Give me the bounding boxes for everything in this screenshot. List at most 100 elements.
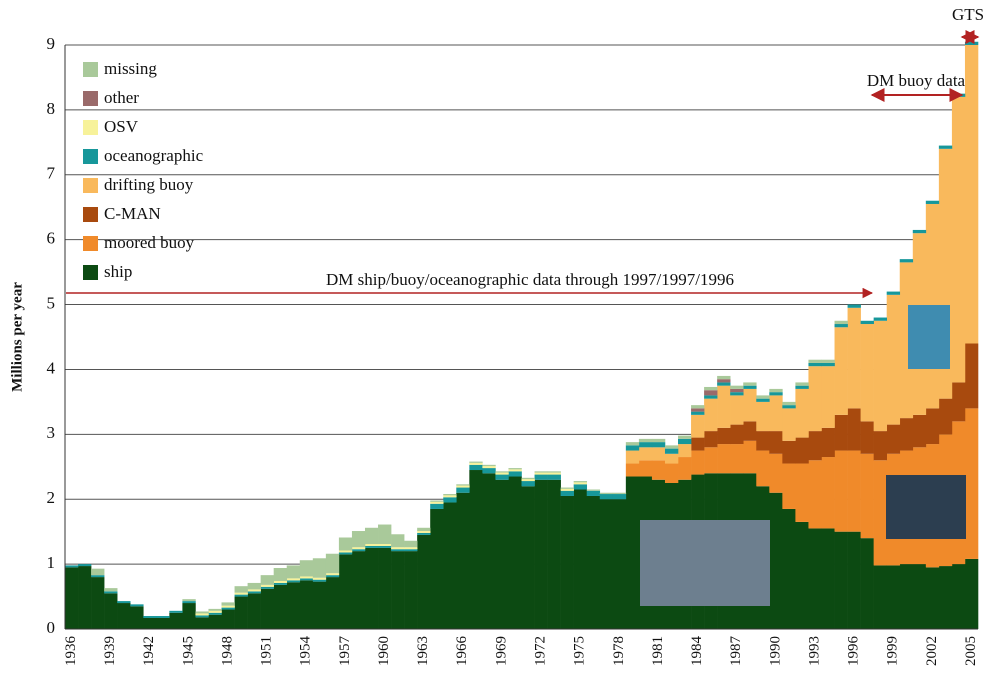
bar-segment xyxy=(273,580,288,583)
bar-segment xyxy=(286,578,301,581)
bar-segment xyxy=(756,431,770,451)
bar-segment xyxy=(756,398,770,402)
bar-segment xyxy=(925,200,940,204)
bar-segment xyxy=(691,408,705,412)
bar-segment xyxy=(821,528,835,629)
x-tick-label: 1942 xyxy=(141,636,157,666)
bar-segment xyxy=(247,593,261,629)
bar-segment xyxy=(873,320,887,432)
bar-segment xyxy=(899,418,914,451)
x-tick-label: 1975 xyxy=(572,636,588,666)
bar-segment xyxy=(482,466,496,469)
bar-segment xyxy=(117,603,131,629)
bar-segment xyxy=(886,424,901,454)
bar-segment xyxy=(964,343,979,409)
bar-segment xyxy=(378,545,392,548)
bar-segment xyxy=(847,531,861,629)
bar-segment xyxy=(651,438,666,443)
annotation: DM buoy data xyxy=(867,71,966,90)
bar-segment xyxy=(351,551,366,629)
bar-segment xyxy=(795,385,809,389)
bar-segment xyxy=(704,447,718,474)
bar-segment xyxy=(312,577,327,580)
legend-swatch xyxy=(83,62,98,77)
bar-segment xyxy=(351,531,366,548)
bar-segment xyxy=(91,577,105,629)
bar-segment xyxy=(704,386,718,391)
bar-segment xyxy=(273,568,288,581)
bar-segment xyxy=(182,603,196,629)
bar-segment xyxy=(221,607,235,610)
bar-segment xyxy=(560,490,574,496)
bar-segment xyxy=(651,460,666,480)
bar-segment xyxy=(625,442,640,446)
bar-segment xyxy=(717,385,731,428)
bar-segment xyxy=(730,395,744,425)
x-tick-label: 1981 xyxy=(650,636,666,666)
bar-segment xyxy=(104,591,118,594)
bar-segment xyxy=(195,613,209,616)
bar-segment xyxy=(691,450,705,475)
bar-segment xyxy=(130,604,144,607)
legend-swatch xyxy=(83,207,98,222)
bar-segment xyxy=(521,481,535,487)
bar-segment xyxy=(234,592,248,595)
bar-segment xyxy=(651,447,666,461)
bar-segment xyxy=(808,431,822,461)
bar-segment xyxy=(456,484,470,486)
bar-segment xyxy=(208,610,222,613)
bar-segment xyxy=(221,605,235,608)
bar-segment xyxy=(169,612,183,629)
bar-segment xyxy=(78,566,92,629)
bar-segment xyxy=(795,463,809,522)
bar-segment xyxy=(560,487,574,489)
bar-segment xyxy=(808,460,822,529)
bar-segment xyxy=(704,431,718,448)
bar-segment xyxy=(951,564,966,629)
bar-segment xyxy=(691,405,705,409)
bar-segment xyxy=(260,584,274,587)
bar-segment xyxy=(508,468,522,470)
bar-segment xyxy=(821,366,835,428)
x-tick-label: 1972 xyxy=(533,636,549,666)
bar-segment xyxy=(534,472,548,475)
bar-segment xyxy=(195,617,209,629)
bar-segment xyxy=(469,462,483,465)
bar-segment xyxy=(860,538,874,629)
bar-segment xyxy=(325,577,340,629)
legend-label: drifting buoy xyxy=(104,175,194,194)
bar-segment xyxy=(443,494,457,496)
bar-segment xyxy=(756,401,770,432)
bar-segment xyxy=(782,408,796,441)
bar-segment xyxy=(743,382,757,386)
x-tick-label: 1963 xyxy=(415,636,431,666)
bar-segment xyxy=(625,445,640,451)
bar-segment xyxy=(391,551,405,629)
bar-segment xyxy=(847,450,861,532)
bar-segment xyxy=(795,437,809,464)
bar-segment xyxy=(730,388,744,393)
bar-segment xyxy=(325,573,340,576)
bar-segment xyxy=(521,486,535,629)
bar-segment xyxy=(769,395,783,432)
x-tick-label: 1960 xyxy=(376,636,392,666)
legend-label: missing xyxy=(104,59,157,78)
bar-segment xyxy=(104,588,118,592)
bar-segment xyxy=(951,96,966,383)
bar-segment xyxy=(860,453,874,539)
bar-segment xyxy=(364,547,379,629)
bar-segment xyxy=(938,566,953,629)
bar-segment xyxy=(782,463,796,509)
bar-segment xyxy=(886,565,901,629)
bar-segment xyxy=(430,508,444,629)
bar-segment xyxy=(834,324,848,328)
bar-segment xyxy=(286,565,301,579)
bar-segment xyxy=(221,602,235,606)
x-tick-label: 1939 xyxy=(102,636,118,666)
y-tick-label: 1 xyxy=(47,553,56,572)
bar-segment xyxy=(704,398,718,432)
bar-segment xyxy=(195,615,209,618)
bar-segment xyxy=(964,408,979,559)
bar-segment xyxy=(469,464,483,471)
bar-segment xyxy=(612,494,627,500)
